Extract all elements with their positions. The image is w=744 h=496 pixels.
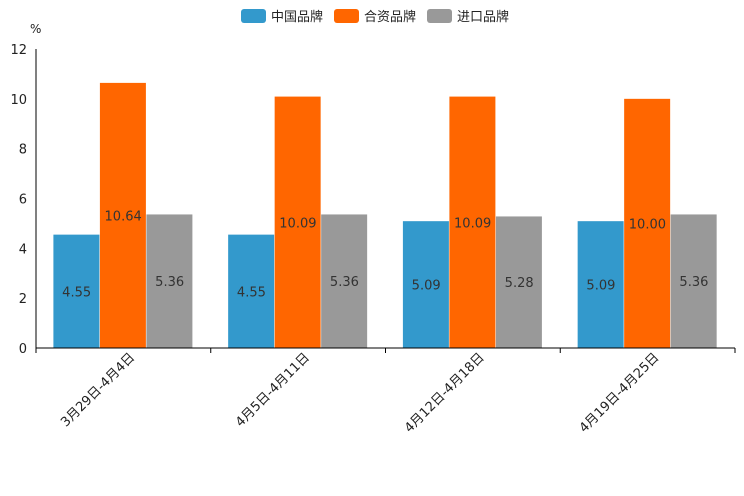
bar	[228, 234, 275, 348]
bars	[53, 82, 717, 349]
data-labels: 4.55 10.64 5.36 4.55 10.09 5.36 5.09 10.09 5.28 5…	[62, 209, 708, 300]
data-label: 10.64	[105, 209, 142, 224]
bar	[495, 216, 542, 348]
y-tick-label: 10	[10, 93, 27, 108]
legend-swatch	[427, 9, 452, 23]
data-label: 4.55	[237, 285, 266, 300]
data-label: 5.28	[505, 276, 534, 291]
legend-label: 合资品牌	[364, 9, 416, 25]
data-label: 5.09	[412, 279, 441, 294]
legend: 中国品牌 合资品牌 进口品牌	[241, 9, 509, 25]
x-tick-label: 3月29日-4月4日	[58, 350, 138, 430]
data-label: 5.36	[679, 275, 708, 290]
data-label: 5.09	[586, 279, 615, 294]
y-tick-label: 4	[19, 242, 27, 257]
data-label: 4.55	[62, 285, 91, 300]
x-tick-label: 4月12日-4月18日	[402, 350, 488, 436]
bar	[146, 214, 193, 348]
y-axis: 0 2 4 6 8 10 12	[10, 43, 37, 357]
y-tick-label: 0	[19, 342, 27, 357]
y-tick-label: 6	[19, 193, 27, 208]
bar	[402, 221, 449, 348]
bar	[624, 98, 671, 348]
bar	[321, 214, 368, 348]
bar	[577, 221, 624, 348]
data-label: 10.00	[629, 217, 666, 232]
bar	[274, 96, 321, 348]
data-label: 5.36	[155, 275, 184, 290]
y-tick-label: 8	[19, 143, 27, 158]
data-label: 10.09	[454, 216, 491, 231]
y-tick-label: 2	[19, 292, 27, 307]
x-tick-label: 4月19日-4月25日	[577, 350, 663, 436]
legend-swatch	[334, 9, 359, 23]
y-axis-unit-label: %	[30, 22, 41, 36]
legend-label: 中国品牌	[271, 9, 323, 25]
bar	[99, 82, 146, 349]
data-label: 5.36	[330, 275, 359, 290]
bar	[53, 234, 100, 348]
x-tick-label: 4月5日-4月11日	[233, 350, 313, 430]
y-tick-label: 12	[10, 43, 27, 58]
bar	[449, 96, 496, 348]
bar	[670, 214, 717, 348]
x-axis: 3月29日-4月4日 4月5日-4月11日 4月12日-4月18日 4月19日-4月2…	[35, 347, 736, 436]
legend-label: 进口品牌	[457, 9, 509, 25]
legend-swatch	[241, 9, 266, 23]
data-label: 10.09	[279, 216, 316, 231]
